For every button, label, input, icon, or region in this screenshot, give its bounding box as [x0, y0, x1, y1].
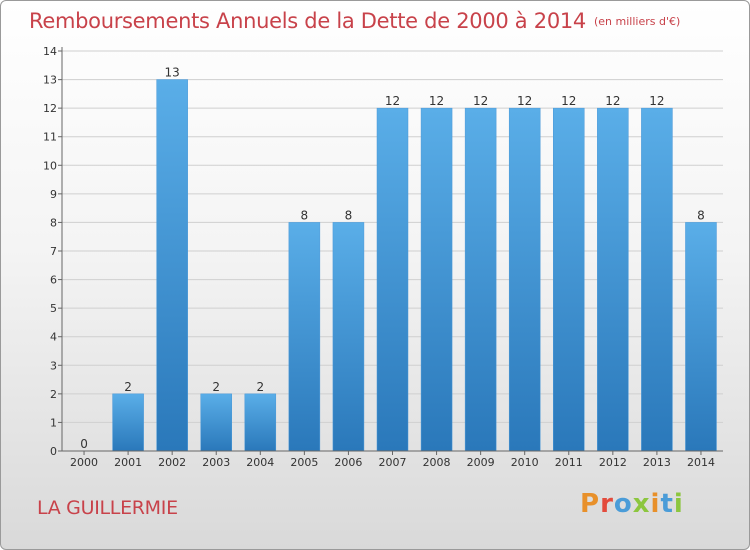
y-tick-label: 7: [50, 245, 57, 258]
x-tick-label-2011: 2011: [555, 456, 583, 469]
bar-2012: [597, 107, 629, 452]
y-tick-label: 6: [50, 274, 57, 287]
x-tick-label-2010: 2010: [511, 456, 539, 469]
y-tick-label: 4: [50, 331, 57, 344]
data-label-2003: 2: [212, 380, 220, 394]
bar-2013: [641, 107, 673, 452]
y-tick-label: 8: [50, 216, 57, 229]
logo-letter: x: [632, 489, 651, 519]
x-tick-label-2000: 2000: [70, 456, 98, 469]
data-label-2011: 12: [561, 94, 576, 108]
x-tick-label-2004: 2004: [246, 456, 274, 469]
data-label-2000: 0: [80, 437, 88, 451]
y-tick-label: 13: [43, 74, 57, 87]
x-tick-label-2012: 2012: [599, 456, 627, 469]
data-label-2005: 8: [301, 208, 309, 222]
logo-letter: P: [580, 489, 601, 519]
data-label-2007: 12: [385, 94, 400, 108]
bar-2001: [112, 393, 144, 452]
y-tick-label: 14: [43, 45, 57, 58]
y-tick-label: 1: [50, 416, 57, 429]
logo-letter: t: [660, 489, 674, 519]
chart-title: Remboursements Annuels de la Dette de 20…: [29, 9, 680, 33]
x-tick-label-2013: 2013: [643, 456, 671, 469]
data-label-2009: 12: [473, 94, 488, 108]
data-label-2010: 12: [517, 94, 532, 108]
data-label-2002: 13: [165, 66, 180, 80]
logo-letter: r: [600, 489, 614, 519]
bar-2003: [200, 393, 232, 452]
bar-2005: [288, 222, 321, 452]
logo-letter: i: [673, 489, 684, 519]
data-label-2012: 12: [605, 94, 620, 108]
x-tick-label-2009: 2009: [467, 456, 495, 469]
y-tick-label: 10: [43, 159, 57, 172]
x-tick-label-2006: 2006: [334, 456, 362, 469]
chart-title-text: Remboursements Annuels de la Dette de 20…: [29, 9, 586, 33]
bar-2010: [508, 107, 541, 452]
proxiti-logo: Proxiti: [580, 489, 684, 519]
bar-2002: [156, 79, 188, 452]
data-label-2008: 12: [429, 94, 444, 108]
bar-2006: [332, 222, 365, 452]
bar-2008: [420, 107, 453, 452]
y-tick-label: 0: [50, 445, 57, 458]
bar-2004: [244, 393, 277, 452]
bar-2011: [553, 107, 585, 452]
y-tick-label: 12: [43, 102, 57, 115]
data-label-2014: 8: [697, 208, 705, 222]
bars: [112, 79, 717, 452]
axes: [58, 47, 723, 455]
data-label-2004: 2: [256, 380, 264, 394]
chart-unit: (en milliers d'€): [594, 15, 681, 28]
logo-letter: i: [650, 489, 661, 519]
bar-2009: [464, 107, 497, 452]
bar-2007: [376, 107, 409, 452]
y-tick-label: 5: [50, 302, 57, 315]
labels: 0123456789101112131402000220011320022200…: [43, 45, 715, 469]
data-label-2001: 2: [124, 380, 132, 394]
x-tick-label-2008: 2008: [423, 456, 451, 469]
x-tick-label-2007: 2007: [379, 456, 407, 469]
x-tick-label-2002: 2002: [158, 456, 186, 469]
y-tick-label: 2: [50, 388, 57, 401]
x-tick-label-2014: 2014: [687, 456, 715, 469]
y-tick-label: 3: [50, 359, 57, 372]
commune-name: LA GUILLERMIE: [37, 497, 178, 519]
x-tick-label-2005: 2005: [290, 456, 318, 469]
data-label-2013: 12: [649, 94, 664, 108]
y-tick-label: 11: [43, 131, 57, 144]
bar-2014: [685, 222, 717, 452]
x-tick-label-2001: 2001: [114, 456, 142, 469]
logo-letter: o: [613, 489, 633, 519]
y-tick-label: 9: [50, 188, 57, 201]
data-label-2006: 8: [345, 208, 353, 222]
x-tick-label-2003: 2003: [202, 456, 230, 469]
